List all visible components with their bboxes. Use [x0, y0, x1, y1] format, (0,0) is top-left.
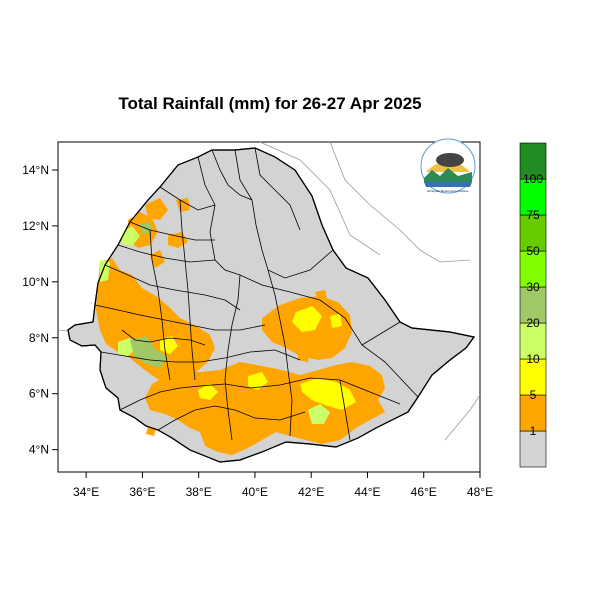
- legend-label: 10: [526, 352, 540, 366]
- legend-swatch: [519, 142, 547, 180]
- color-legend: 1 5 10 20 30 50 75 100: [519, 142, 547, 468]
- map-title: Total Rainfall (mm) for 26-27 Apr 2025: [118, 94, 422, 113]
- legend-label: 50: [526, 244, 540, 258]
- rainfall-10-20mm: [100, 226, 330, 424]
- x-tick-label: 38°E: [186, 485, 212, 499]
- y-tick-label: 10°N: [22, 275, 49, 289]
- legend-swatch: [519, 430, 547, 468]
- legend-swatch: [519, 178, 547, 216]
- rainfall-5-10mm: [160, 306, 356, 410]
- legend-label: 100: [523, 172, 543, 186]
- x-axis: 34°E 36°E 38°E 40°E 42°E 44°E 46°E 48°E: [73, 472, 493, 499]
- y-tick-label: 4°N: [29, 443, 49, 457]
- x-tick-label: 34°E: [73, 485, 99, 499]
- x-tick-label: 48°E: [467, 485, 493, 499]
- logo-text: Ethiopian Meteorology Institute: [427, 189, 469, 193]
- x-tick-label: 44°E: [354, 485, 380, 499]
- y-tick-label: 12°N: [22, 219, 49, 233]
- y-axis: 4°N 6°N 8°N 10°N 12°N 14°N: [22, 163, 58, 457]
- x-tick-label: 36°E: [129, 485, 155, 499]
- legend-label: 1: [530, 424, 537, 438]
- legend-swatch: [519, 286, 547, 324]
- legend-swatch: [519, 322, 547, 360]
- y-tick-label: 14°N: [22, 163, 49, 177]
- legend-label: 20: [526, 316, 540, 330]
- legend-swatch: [519, 358, 547, 396]
- y-tick-label: 6°N: [29, 387, 49, 401]
- admin-boundaries: [94, 147, 419, 441]
- legend-label: 5: [530, 388, 537, 402]
- x-tick-label: 46°E: [411, 485, 437, 499]
- legend-label: 30: [526, 280, 540, 294]
- legend-label: 75: [526, 208, 540, 222]
- legend-swatch: [519, 214, 547, 252]
- legend-swatch: [519, 394, 547, 432]
- x-tick-label: 42°E: [298, 485, 324, 499]
- emi-logo: Ethiopian Meteorology Institute: [420, 138, 476, 194]
- country-outline: [67, 147, 476, 463]
- x-tick-label: 40°E: [242, 485, 268, 499]
- y-tick-label: 8°N: [29, 331, 49, 345]
- legend-swatch: [519, 250, 547, 288]
